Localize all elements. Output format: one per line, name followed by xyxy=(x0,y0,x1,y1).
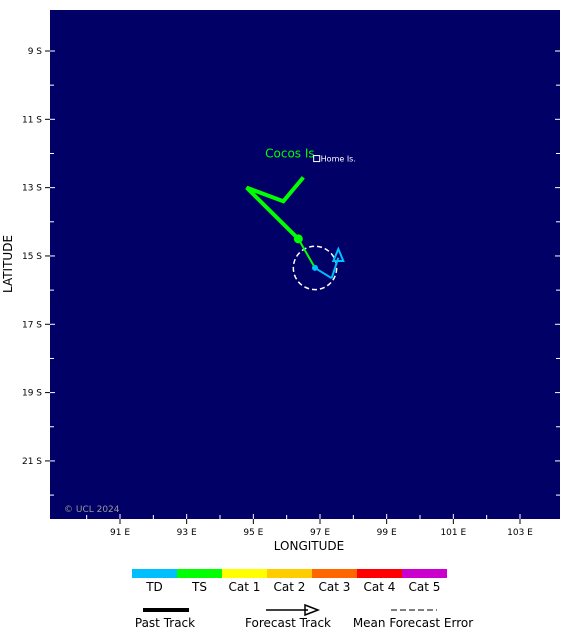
lon-tick-label: 103 E xyxy=(507,528,533,538)
home-island-marker xyxy=(313,155,321,163)
legend-category-label: Cat 3 xyxy=(319,580,351,594)
place-label-cocos: Cocos Is xyxy=(265,146,315,160)
lat-tick-label: 21 S xyxy=(22,457,42,467)
copyright-label: © UCL 2024 xyxy=(64,505,120,515)
forecast-track-label: Forecast Track xyxy=(245,616,331,630)
forecast-track-segment-1 xyxy=(314,267,333,280)
forecast-end-triangle-icon xyxy=(331,246,345,262)
lat-tick-label: 15 S xyxy=(22,252,42,262)
legend-category-label: Cat 2 xyxy=(274,580,306,594)
legend-swatch-1 xyxy=(177,569,222,578)
past-track-label: Past Track xyxy=(135,616,195,630)
legend-swatch-2 xyxy=(222,569,267,578)
track-layer xyxy=(245,176,345,291)
legend-swatch-5 xyxy=(357,569,402,578)
storm-track-map: 91 E 93 E 95 E 97 E 99 E 101 E 103 E 9 S 11 S 13 … xyxy=(1,10,560,553)
category-legend: TD TS Cat 1 Cat 2 Cat 3 Cat 4 Cat 5 xyxy=(132,569,447,594)
forecast-track-segment-0 xyxy=(297,238,316,269)
legend: TD TS Cat 1 Cat 2 Cat 3 Cat 4 Cat 5 Past Track… xyxy=(132,569,473,630)
lon-tick-label: 93 E xyxy=(177,528,197,538)
current-position-marker xyxy=(293,234,303,244)
past-track-line xyxy=(245,176,305,241)
lon-tick-label: 95 E xyxy=(243,528,263,538)
lat-tick-label: 19 S xyxy=(22,389,42,399)
lat-tick-label: 13 S xyxy=(22,184,42,194)
legend-category-label: Cat 4 xyxy=(364,580,396,594)
legend-swatch-4 xyxy=(312,569,357,578)
axis-ticks: 91 E 93 E 95 E 97 E 99 E 101 E 103 E 9 S 11 S 13 … xyxy=(22,47,560,538)
legend-swatch-6 xyxy=(402,569,447,578)
lat-tick-label: 11 S xyxy=(22,115,42,125)
legend-category-label: Cat 5 xyxy=(409,580,441,594)
legend-category-label: Cat 1 xyxy=(229,580,261,594)
lon-tick-label: 91 E xyxy=(110,528,130,538)
place-labels: Cocos Is Home Is. xyxy=(265,146,356,163)
lon-tick-label: 99 E xyxy=(377,528,397,538)
lat-tick-label: 9 S xyxy=(28,47,43,57)
mean-error-label: Mean Forecast Error xyxy=(353,616,473,630)
legend-swatch-3 xyxy=(267,569,312,578)
legend-category-label: TD xyxy=(145,580,163,594)
lon-tick-label: 101 E xyxy=(440,528,466,538)
y-axis-title: LATITUDE xyxy=(1,235,15,293)
forecast-error-circle xyxy=(292,245,338,291)
place-label-home: Home Is. xyxy=(321,155,356,164)
map-background xyxy=(50,10,560,519)
lat-tick-label: 17 S xyxy=(22,320,42,330)
x-axis-title: LONGITUDE xyxy=(274,539,344,553)
forecast-arrow-icon xyxy=(304,603,321,617)
forecast-position-marker xyxy=(312,264,318,271)
legend-category-label: TS xyxy=(191,580,207,594)
lon-tick-label: 97 E xyxy=(310,528,330,538)
legend-swatch-0 xyxy=(132,569,177,578)
